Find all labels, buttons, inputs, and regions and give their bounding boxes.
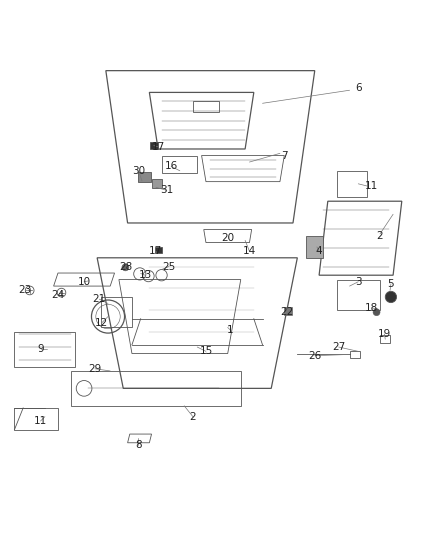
- Bar: [336, 279, 380, 310]
- Text: 7: 7: [281, 150, 288, 160]
- Text: 11: 11: [34, 416, 47, 426]
- Bar: [162, 156, 197, 173]
- Text: 21: 21: [93, 294, 106, 304]
- Text: 30: 30: [132, 166, 145, 176]
- Text: 1: 1: [226, 325, 233, 335]
- Text: 2: 2: [190, 411, 196, 422]
- Text: 20: 20: [221, 233, 234, 243]
- Text: 4: 4: [316, 246, 322, 256]
- Text: 29: 29: [88, 364, 102, 374]
- Text: 13: 13: [138, 270, 152, 280]
- Bar: [152, 180, 162, 188]
- Text: 9: 9: [37, 344, 44, 354]
- Text: 27: 27: [332, 342, 345, 352]
- Text: 5: 5: [388, 279, 394, 289]
- Text: 2: 2: [377, 231, 383, 241]
- Bar: [193, 101, 219, 112]
- Bar: [284, 308, 292, 315]
- Text: 11: 11: [365, 181, 378, 191]
- Text: 6: 6: [355, 83, 362, 93]
- Bar: [150, 142, 158, 149]
- Bar: [350, 351, 360, 358]
- Bar: [306, 236, 323, 258]
- Text: 28: 28: [119, 262, 132, 271]
- Text: 16: 16: [165, 161, 178, 172]
- Text: 17: 17: [149, 246, 162, 256]
- Text: 19: 19: [378, 329, 391, 339]
- Text: 15: 15: [199, 346, 212, 357]
- Text: 3: 3: [355, 277, 362, 287]
- Text: 12: 12: [95, 318, 108, 328]
- Bar: [155, 247, 162, 254]
- Text: 14: 14: [243, 246, 256, 256]
- Text: 17: 17: [152, 142, 165, 152]
- Text: 8: 8: [135, 440, 142, 450]
- Bar: [138, 172, 151, 182]
- Text: 24: 24: [51, 290, 64, 300]
- Circle shape: [385, 292, 396, 303]
- Circle shape: [122, 264, 129, 271]
- Text: 10: 10: [78, 277, 91, 287]
- Circle shape: [373, 309, 380, 316]
- Text: 25: 25: [162, 262, 176, 271]
- Text: 23: 23: [19, 286, 32, 295]
- Text: 22: 22: [280, 307, 293, 317]
- Text: 31: 31: [160, 185, 173, 195]
- Bar: [380, 335, 390, 343]
- Text: 26: 26: [308, 351, 321, 361]
- Text: 18: 18: [365, 303, 378, 313]
